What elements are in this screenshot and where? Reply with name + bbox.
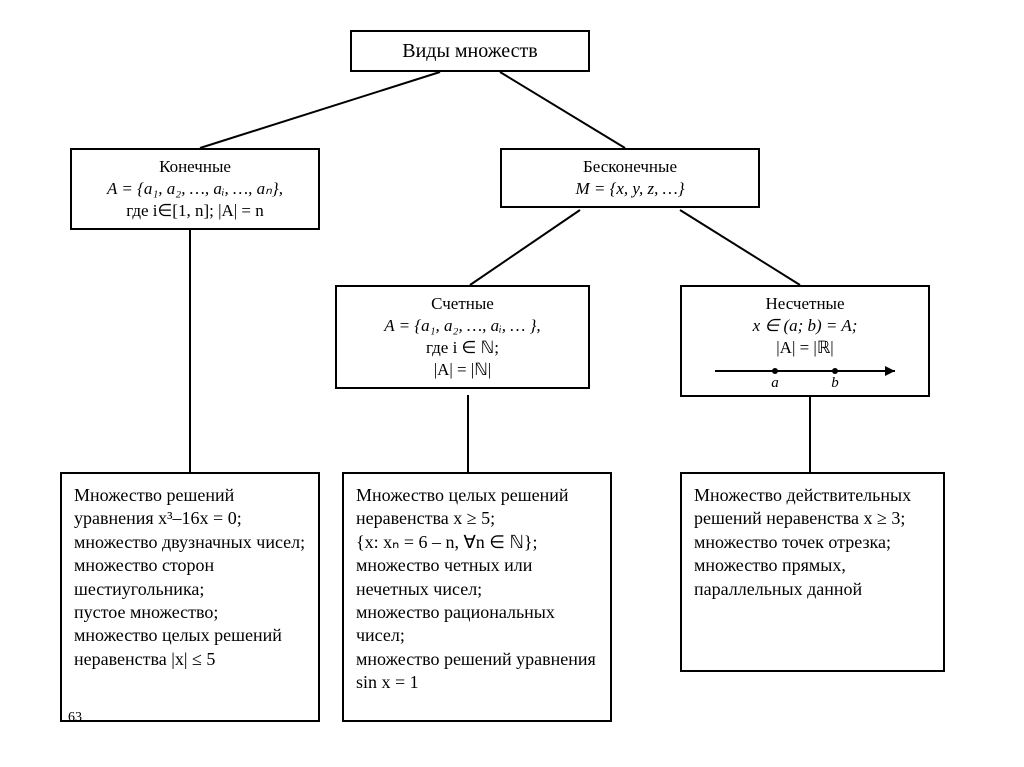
number-line-icon: a b xyxy=(705,359,905,389)
uncountable-line2: x ∈ (a; b) = A; xyxy=(753,316,858,335)
countable-line3: где i ∈ ℕ; xyxy=(345,337,580,359)
countable-line2: A = {a₁, a₂, …, aᵢ, … }, xyxy=(384,316,540,335)
edge xyxy=(470,210,580,285)
root-title: Виды множеств xyxy=(402,40,538,62)
node-root: Виды множеств xyxy=(350,30,590,72)
finite-line2: A = {a₁, a₂, …, aᵢ, …, aₙ}, xyxy=(107,179,283,198)
node-uncountable: Несчетные x ∈ (a; b) = A; |A| = |ℝ| a b xyxy=(680,285,930,397)
uncountable-line3: |A| = |ℝ| xyxy=(690,337,920,359)
node-finite: Конечные A = {a₁, a₂, …, aᵢ, …, aₙ}, где… xyxy=(70,148,320,230)
edge xyxy=(200,72,440,148)
countable-line4: |A| = |ℕ| xyxy=(345,359,580,381)
infinite-line2: M = {x, y, z, …} xyxy=(575,179,684,198)
node-infinite: Бесконечные M = {x, y, z, …} xyxy=(500,148,760,208)
countable-title: Счетные xyxy=(345,293,580,315)
numline-b: b xyxy=(831,375,839,389)
page-number: 63 xyxy=(68,710,82,726)
finite-line3: где i∈[1, n]; |A| = n xyxy=(80,200,310,222)
leaf-finite: Множество решений уравнения x³–16x = 0; … xyxy=(60,472,320,722)
node-countable: Счетные A = {a₁, a₂, …, aᵢ, … }, где i ∈… xyxy=(335,285,590,389)
edge xyxy=(680,210,800,285)
infinite-title: Бесконечные xyxy=(510,156,750,178)
leaf-countable: Множество целых решений неравенства x ≥ … xyxy=(342,472,612,722)
leaf-uncountable: Множество действительных решений неравен… xyxy=(680,472,945,672)
finite-title: Конечные xyxy=(80,156,310,178)
edge xyxy=(500,72,625,148)
numline-a: a xyxy=(771,375,779,389)
uncountable-title: Несчетные xyxy=(690,293,920,315)
